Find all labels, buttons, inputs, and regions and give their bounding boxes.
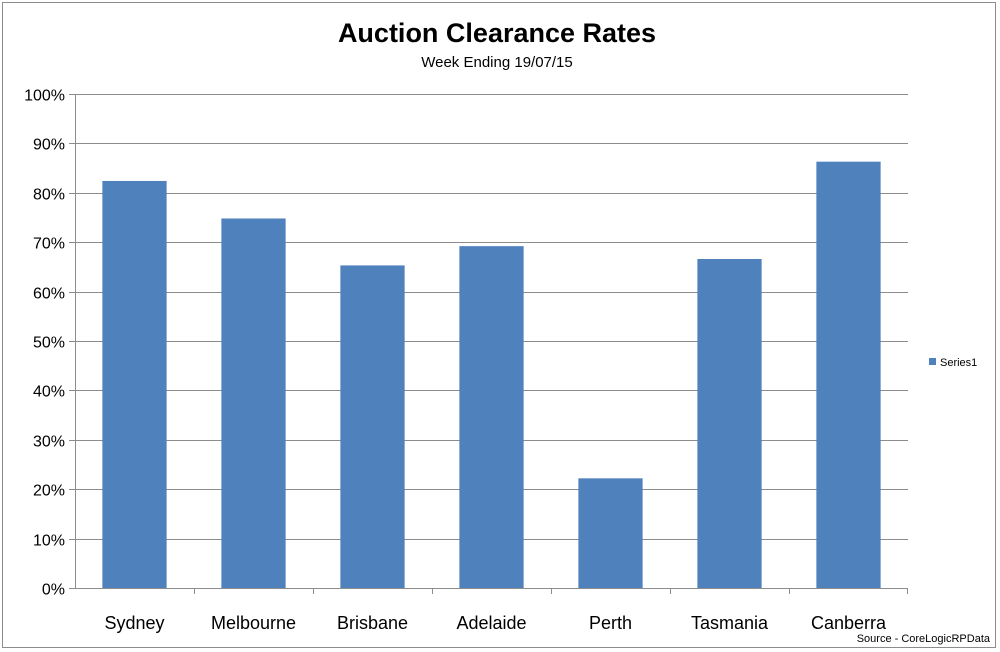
bar-canberra: [816, 161, 881, 589]
y-tick-label: 90%: [33, 137, 65, 154]
bar-tasmania: [697, 258, 762, 588]
x-tick-label: Sydney: [104, 613, 164, 633]
y-tick-label: 20%: [33, 483, 65, 500]
y-tick-label: 100%: [24, 88, 65, 105]
x-tick-label: Melbourne: [211, 613, 296, 633]
x-tick-label: Adelaide: [456, 613, 526, 633]
y-tick-label: 80%: [33, 187, 65, 204]
bar-brisbane: [340, 265, 405, 588]
bar-perth: [578, 478, 643, 588]
x-tick-label: Canberra: [811, 613, 887, 633]
y-tick-label: 50%: [33, 335, 65, 352]
legend: Series1: [929, 357, 977, 369]
x-axis-ticks: Sydney Melbourne Brisbane Adelaide Perth Tasm…: [104, 588, 908, 633]
y-tick-label: 60%: [33, 286, 65, 303]
y-tick-label: 40%: [33, 384, 65, 401]
source-note: Source - CoreLogicRPData: [857, 633, 991, 645]
y-tick-label: 70%: [33, 236, 65, 253]
bar-adelaide: [459, 246, 524, 589]
chart-title: Auction Clearance Rates: [338, 18, 656, 48]
legend-swatch: [929, 358, 936, 365]
y-tick-label: 10%: [33, 533, 65, 550]
y-axis-ticks: 0% 10% 20% 30% 40% 50% 60% 70% 80% 90% 100%: [24, 88, 65, 599]
x-tick-label: Perth: [589, 613, 632, 633]
bars: [102, 161, 881, 589]
legend-label: Series1: [940, 357, 977, 369]
y-tick-label: 0%: [42, 582, 65, 599]
bar-sydney: [102, 180, 167, 588]
x-tick-label: Brisbane: [337, 613, 408, 633]
x-tick-label: Tasmania: [691, 613, 769, 633]
y-tick-label: 30%: [33, 434, 65, 451]
bar-melbourne: [221, 218, 286, 588]
chart-subtitle: Week Ending 19/07/15: [421, 54, 573, 71]
gridlines: [69, 94, 908, 589]
